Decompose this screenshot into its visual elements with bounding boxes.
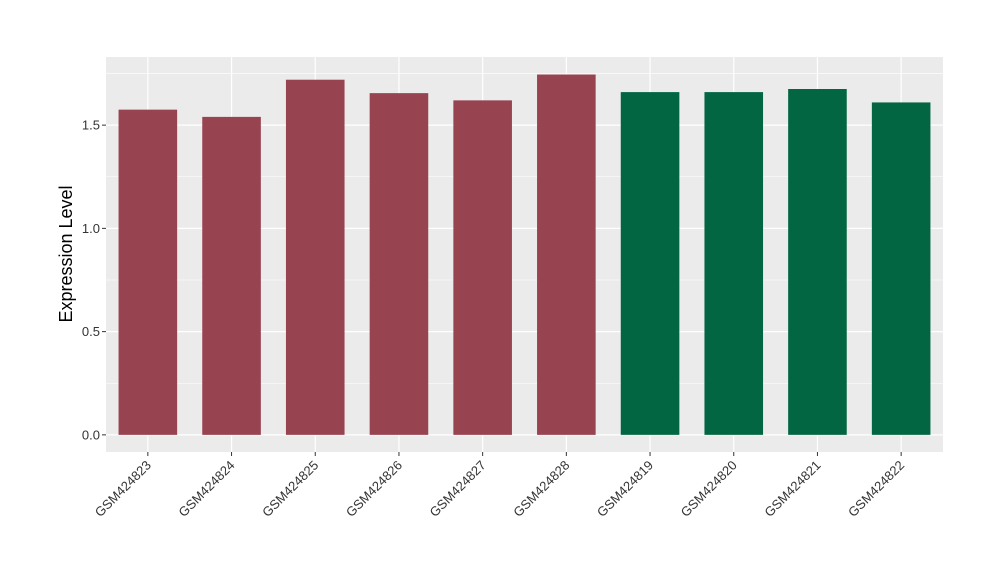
bars [118,74,931,435]
x-tick-label: GSM424823 [92,458,154,520]
x-tick-label: GSM424825 [259,458,321,520]
bar-GSM424821 [788,89,847,435]
bar-GSM424819 [620,92,680,435]
bar-GSM424827 [453,100,512,435]
y-tick-label: 0.5 [82,324,100,339]
x-tick-label: GSM424821 [761,458,823,520]
x-tick-label: GSM424822 [845,458,907,520]
y-tick-label: 1.0 [82,221,100,236]
y-tick-label: 0.0 [82,427,100,442]
x-axis: GSM424823 GSM424824 GSM424825 GSM424826 GSM4… [92,452,907,520]
x-tick-label: GSM424828 [510,458,572,520]
bar-GSM424824 [202,116,261,435]
y-tick-label: 1.5 [82,118,100,133]
y-axis: 0.0 0.5 1.0 1.5 [82,118,106,442]
bar-GSM424822 [871,102,931,435]
bar-GSM424820 [704,92,764,435]
bar-GSM424828 [537,74,596,435]
x-tick-label: GSM424824 [175,458,237,520]
bar-GSM424823 [118,109,178,435]
x-tick-label: GSM424819 [594,458,656,520]
x-tick-label: GSM424820 [678,458,740,520]
x-tick-label: GSM424826 [343,458,405,520]
y-axis-title: Expression Level [56,185,76,322]
bar-GSM424825 [285,79,345,435]
x-tick-label: GSM424827 [427,458,489,520]
bar-GSM424826 [369,93,429,435]
